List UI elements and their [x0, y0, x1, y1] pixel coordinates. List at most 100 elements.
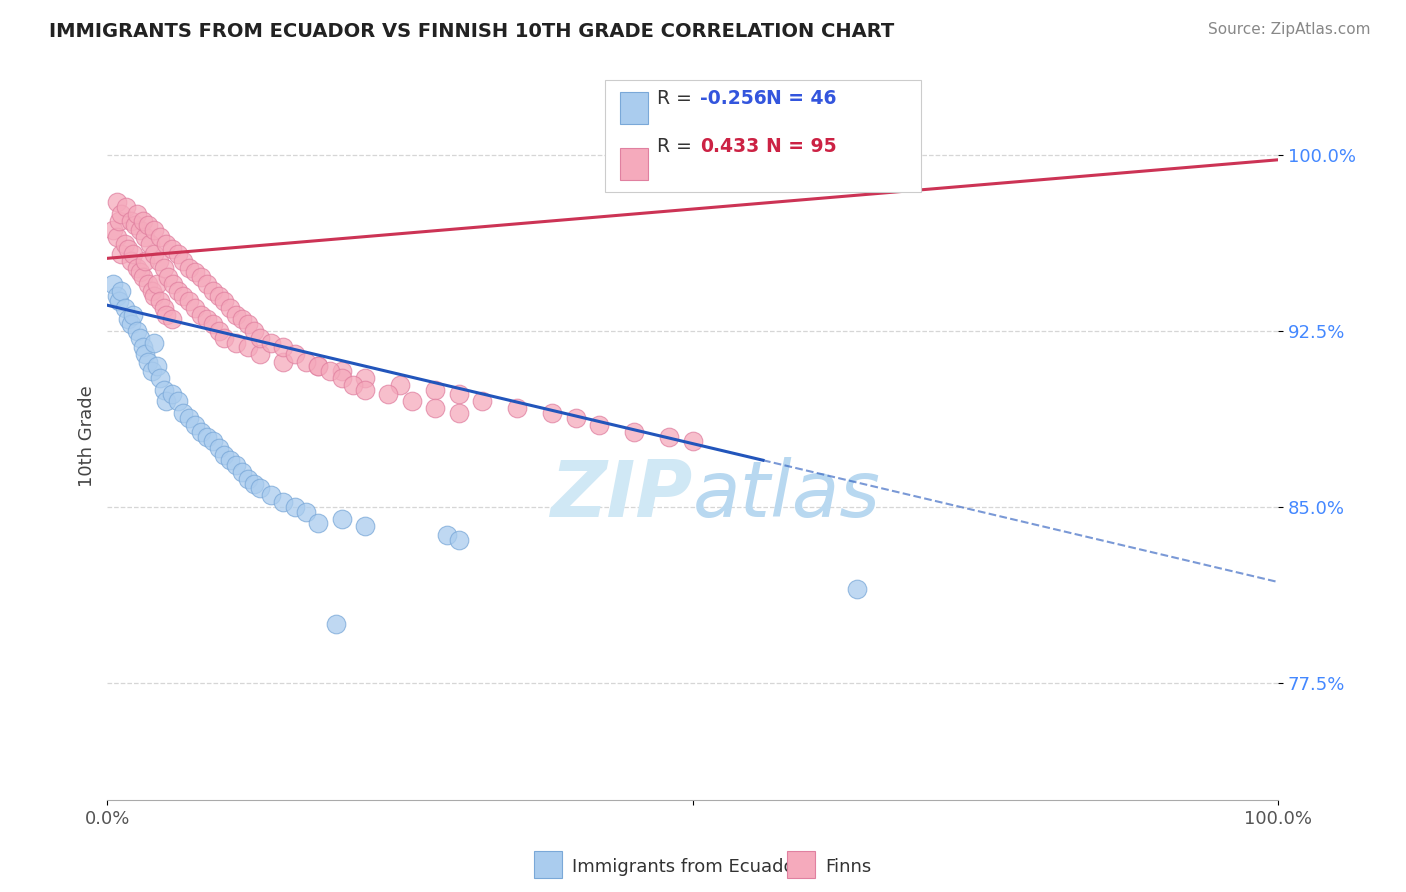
Point	[214, 293, 236, 308]
Point	[588, 417, 610, 432]
Point	[389, 378, 412, 392]
Point	[138, 277, 160, 292]
Point	[249, 347, 271, 361]
Point	[330, 364, 353, 378]
Point	[330, 371, 353, 385]
Point	[260, 335, 283, 350]
Point	[201, 317, 224, 331]
Point	[155, 237, 177, 252]
Point	[122, 308, 145, 322]
Point	[172, 253, 194, 268]
Point	[195, 312, 218, 326]
Point	[129, 223, 152, 237]
Point	[166, 394, 188, 409]
Point	[207, 324, 229, 338]
Point	[155, 308, 177, 322]
Point	[207, 289, 229, 303]
Point	[108, 293, 131, 308]
Point	[149, 293, 172, 308]
Point	[152, 301, 174, 315]
Point	[214, 449, 236, 463]
Point	[117, 242, 139, 256]
Point	[564, 410, 586, 425]
Point	[131, 270, 153, 285]
Point	[145, 277, 167, 292]
Point	[124, 219, 146, 233]
Point	[219, 301, 242, 315]
Point	[541, 406, 564, 420]
Point	[110, 284, 132, 298]
Point	[166, 246, 188, 260]
Point	[110, 207, 132, 221]
Point	[120, 214, 142, 228]
Point	[325, 617, 347, 632]
Point	[148, 253, 170, 268]
Point	[122, 246, 145, 260]
Point	[219, 453, 242, 467]
Point	[236, 341, 259, 355]
Point	[225, 335, 247, 350]
Point	[162, 277, 184, 292]
Point	[307, 516, 329, 531]
Point	[271, 495, 294, 509]
Point	[447, 533, 470, 547]
Text: ZIP: ZIP	[551, 457, 693, 533]
Point	[354, 371, 377, 385]
Point	[131, 214, 153, 228]
Point	[249, 331, 271, 345]
Point	[242, 476, 264, 491]
Point	[231, 312, 253, 326]
Text: R =: R =	[657, 137, 697, 156]
Point	[138, 219, 160, 233]
Point	[436, 528, 458, 542]
Point	[401, 394, 423, 409]
Point	[201, 434, 224, 449]
Point	[354, 518, 377, 533]
Point	[184, 417, 207, 432]
Point	[172, 406, 194, 420]
Text: R =: R =	[657, 89, 697, 108]
Point	[295, 505, 318, 519]
Point	[143, 289, 166, 303]
Text: atlas: atlas	[693, 457, 880, 533]
Point	[471, 394, 494, 409]
Point	[354, 383, 377, 397]
Point	[214, 331, 236, 345]
Point	[179, 293, 201, 308]
Point	[117, 312, 139, 326]
Point	[307, 359, 329, 374]
Point	[145, 359, 167, 374]
Text: Source: ZipAtlas.com: Source: ZipAtlas.com	[1208, 22, 1371, 37]
Point	[195, 277, 218, 292]
Point	[179, 410, 201, 425]
Point	[236, 472, 259, 486]
Point	[184, 301, 207, 315]
Point	[623, 425, 645, 439]
Point	[155, 394, 177, 409]
Point	[103, 223, 125, 237]
Point	[231, 465, 253, 479]
Point	[330, 512, 353, 526]
Point	[242, 324, 264, 338]
Point	[271, 341, 294, 355]
Point	[157, 270, 180, 285]
Point	[377, 387, 399, 401]
Point	[143, 335, 166, 350]
Point	[307, 359, 329, 374]
Point	[342, 378, 364, 392]
Text: N = 46: N = 46	[766, 89, 837, 108]
Point	[149, 371, 172, 385]
Point	[114, 301, 136, 315]
Point	[160, 387, 183, 401]
Point	[845, 582, 868, 596]
Point	[141, 284, 163, 298]
Point	[190, 270, 212, 285]
Point	[115, 200, 138, 214]
Point	[190, 308, 212, 322]
Point	[271, 354, 294, 368]
Point	[149, 230, 172, 244]
Point	[143, 223, 166, 237]
Point	[125, 324, 148, 338]
Point	[658, 429, 681, 443]
Point	[682, 434, 704, 449]
